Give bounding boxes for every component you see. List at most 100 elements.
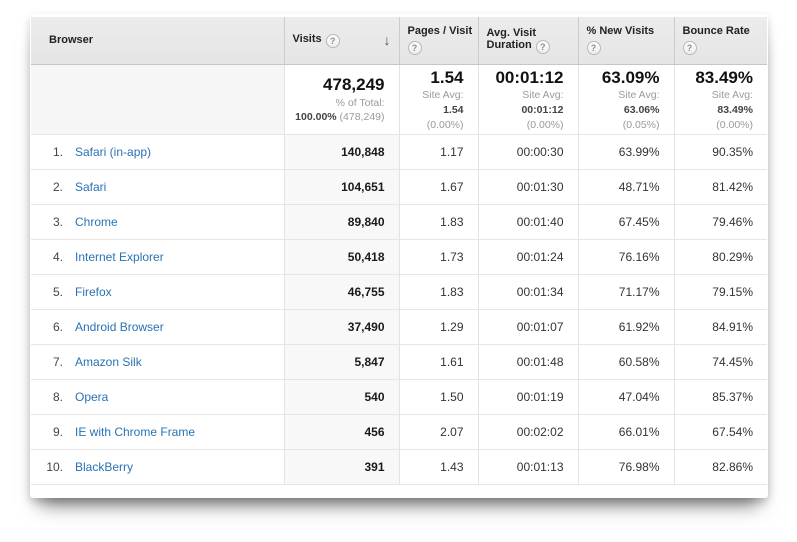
- column-label-browser: Browser: [49, 34, 94, 47]
- bounce-rate-cell: 67.54%: [673, 414, 767, 450]
- avg-visit-duration-cell: 00:01:19: [477, 379, 578, 415]
- column-header-visits[interactable]: Visits? ↓: [283, 17, 399, 65]
- pct-new-visits-cell: 48.71%: [577, 169, 674, 205]
- table-row: 3. Chrome 89,840 1.83 00:01:40 67.45% 79.46%: [31, 204, 767, 240]
- summary-pages-per-visit-cell: 1.54 Site Avg: 1.54 (0.00%): [398, 64, 478, 135]
- summary-newvisits-sublabel: Site Avg:: [618, 89, 660, 102]
- visits-cell: 140,848: [283, 134, 399, 170]
- browser-cell: 8. Opera: [31, 379, 284, 415]
- column-header-browser[interactable]: Browser: [31, 17, 284, 65]
- column-label-pages-per-visit: Pages / Visit: [407, 25, 473, 38]
- browser-metrics-table: Browser Visits? ↓ Pages / Visit ? Avg. V…: [31, 17, 767, 485]
- browser-link[interactable]: Chrome: [75, 214, 118, 229]
- browser-cell: 6. Android Browser: [31, 309, 284, 345]
- browser-cell: 4. Internet Explorer: [31, 239, 284, 275]
- summary-visits-subvalue: 100.00%: [295, 111, 337, 124]
- row-rank: 3.: [52, 214, 63, 229]
- browser-link[interactable]: Opera: [75, 389, 109, 404]
- column-label-avg-visit-duration: Avg. Visit Duration: [486, 26, 537, 51]
- summary-pages-value: 1.54: [430, 67, 464, 87]
- row-rank: 5.: [52, 284, 63, 299]
- bounce-rate-cell: 81.42%: [673, 169, 767, 205]
- pct-new-visits-cell: 67.45%: [577, 204, 674, 240]
- avg-visit-duration-cell: 00:01:07: [477, 309, 578, 345]
- row-rank: 7.: [52, 354, 63, 369]
- help-icon[interactable]: ?: [535, 39, 550, 54]
- table-row: 4. Internet Explorer 50,418 1.73 00:01:24 76.…: [31, 239, 767, 275]
- table-row: 1. Safari (in-app) 140,848 1.17 00:00:30 63.9…: [31, 134, 767, 170]
- row-rank: 1.: [52, 144, 63, 159]
- browser-link[interactable]: Internet Explorer: [75, 249, 164, 264]
- browser-link[interactable]: Safari (in-app): [75, 144, 152, 159]
- pct-new-visits-cell: 47.04%: [577, 379, 674, 415]
- bounce-rate-cell: 79.15%: [673, 274, 767, 310]
- summary-row: 478,249 % of Total: 100.00% (478,249) 1.…: [31, 64, 767, 135]
- summary-bounce-sublabel: Site Avg:: [711, 89, 753, 102]
- pages-per-visit-cell: 1.50: [398, 379, 478, 415]
- table-row: 10. BlackBerry 391 1.43 00:01:13 76.98% 82.86%: [31, 449, 767, 485]
- avg-visit-duration-cell: 00:01:30: [477, 169, 578, 205]
- summary-newvisits-value: 63.09%: [601, 67, 660, 87]
- help-icon[interactable]: ?: [407, 41, 422, 56]
- table-row: 8. Opera 540 1.50 00:01:19 47.04% 85.37%: [31, 379, 767, 415]
- bounce-rate-cell: 84.91%: [673, 309, 767, 345]
- summary-pages-subvalue: 1.54: [443, 103, 464, 116]
- summary-bounce-subvalue: 83.49%: [717, 103, 753, 116]
- avg-visit-duration-cell: 00:01:34: [477, 274, 578, 310]
- pct-new-visits-cell: 60.58%: [577, 344, 674, 380]
- pct-new-visits-cell: 66.01%: [577, 414, 674, 450]
- summary-pct-new-visits-cell: 63.09% Site Avg: 63.06% (0.05%): [577, 64, 674, 135]
- browser-link[interactable]: Amazon Silk: [75, 354, 142, 369]
- avg-visit-duration-cell: 00:00:30: [477, 134, 578, 170]
- browser-link[interactable]: Firefox: [75, 284, 112, 299]
- sort-descending-icon[interactable]: ↓: [383, 32, 391, 49]
- pct-new-visits-cell: 61.92%: [577, 309, 674, 345]
- summary-pages-subparen: (0.00%): [426, 118, 464, 131]
- browser-cell: 9. IE with Chrome Frame: [31, 414, 284, 450]
- visits-cell: 456: [283, 414, 399, 450]
- pages-per-visit-cell: 1.43: [398, 449, 478, 485]
- pct-new-visits-cell: 76.16%: [577, 239, 674, 275]
- summary-newvisits-subvalue: 63.06%: [623, 103, 660, 116]
- row-rank: 9.: [52, 424, 63, 439]
- column-header-bounce-rate[interactable]: Bounce Rate ?: [673, 17, 767, 65]
- bounce-rate-cell: 85.37%: [673, 379, 767, 415]
- browser-link[interactable]: BlackBerry: [75, 459, 134, 474]
- table-row: 9. IE with Chrome Frame 456 2.07 00:02:02 66.…: [31, 414, 767, 450]
- table-row: 7. Amazon Silk 5,847 1.61 00:01:48 60.58% 74.4…: [31, 344, 767, 380]
- bounce-rate-cell: 82.86%: [673, 449, 767, 485]
- pages-per-visit-cell: 1.83: [398, 204, 478, 240]
- avg-visit-duration-cell: 00:01:48: [477, 344, 578, 380]
- visits-cell: 5,847: [283, 344, 399, 380]
- summary-newvisits-subparen: (0.05%): [622, 118, 660, 131]
- analytics-table-card: Browser Visits? ↓ Pages / Visit ? Avg. V…: [30, 14, 768, 498]
- browser-link[interactable]: Android Browser: [75, 319, 164, 334]
- pct-new-visits-cell: 71.17%: [577, 274, 674, 310]
- column-header-pages-per-visit[interactable]: Pages / Visit ?: [398, 17, 478, 65]
- column-label-visits: Visits: [292, 32, 322, 45]
- help-icon[interactable]: ?: [682, 41, 697, 56]
- pages-per-visit-cell: 1.17: [398, 134, 478, 170]
- summary-bounce-value: 83.49%: [695, 67, 753, 87]
- column-header-avg-visit-duration[interactable]: Avg. Visit Duration?: [477, 17, 578, 65]
- table-row: 2. Safari 104,651 1.67 00:01:30 48.71% 81.42%: [31, 169, 767, 205]
- browser-cell: 7. Amazon Silk: [31, 344, 284, 380]
- pages-per-visit-cell: 1.29: [398, 309, 478, 345]
- visits-cell: 104,651: [283, 169, 399, 205]
- summary-bounce-rate-cell: 83.49% Site Avg: 83.49% (0.00%): [673, 64, 767, 135]
- summary-avg-visit-duration-cell: 00:01:12 Site Avg: 00:01:12 (0.00%): [477, 64, 578, 135]
- browser-cell: 5. Firefox: [31, 274, 284, 310]
- column-header-pct-new-visits[interactable]: % New Visits ?: [577, 17, 674, 65]
- bounce-rate-cell: 79.46%: [673, 204, 767, 240]
- column-label-bounce-rate: Bounce Rate: [682, 25, 750, 38]
- browser-link[interactable]: Safari: [75, 179, 107, 194]
- pct-new-visits-cell: 63.99%: [577, 134, 674, 170]
- avg-visit-duration-cell: 00:01:40: [477, 204, 578, 240]
- summary-duration-subparen: (0.00%): [526, 118, 564, 131]
- summary-visits-value: 478,249: [323, 75, 385, 95]
- browser-link[interactable]: IE with Chrome Frame: [75, 424, 196, 439]
- column-label-pct-new-visits: % New Visits: [586, 25, 655, 38]
- pages-per-visit-cell: 1.73: [398, 239, 478, 275]
- help-icon[interactable]: ?: [325, 33, 340, 48]
- help-icon[interactable]: ?: [586, 41, 601, 56]
